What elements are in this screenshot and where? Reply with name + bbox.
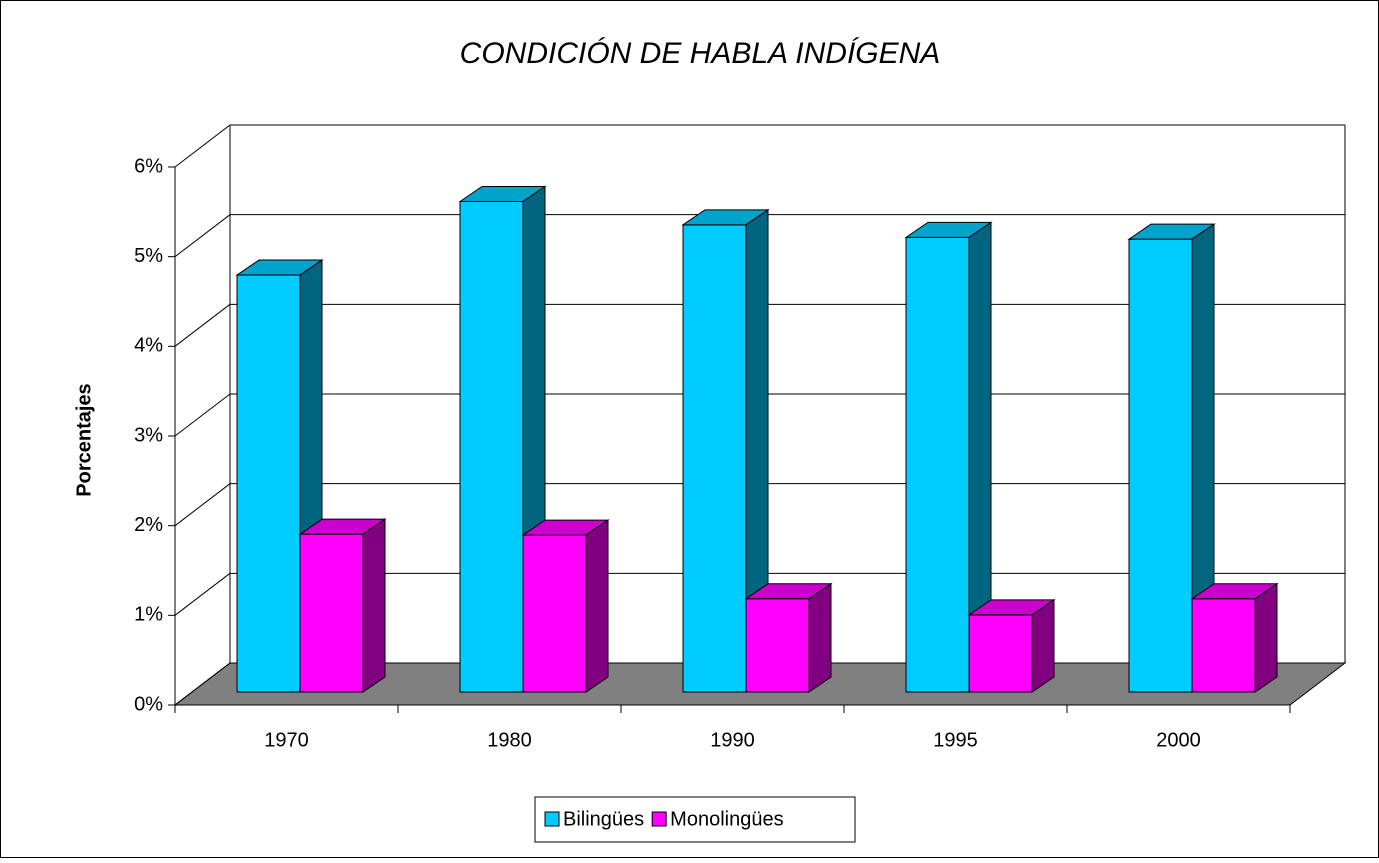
bar-front [299, 533, 364, 693]
y-axis-label: Porcentajes [73, 383, 95, 496]
legend-swatch [544, 811, 560, 827]
x-tick-label: 1970 [264, 729, 309, 751]
legend-swatch [651, 811, 667, 827]
bar-side [362, 518, 386, 693]
bar [1127, 223, 1216, 693]
grid-line [174, 572, 231, 616]
legend-label: Bilingües [563, 808, 644, 830]
chart-title: CONDICIÓN DE HABLA INDÍGENA [460, 37, 941, 70]
bar [967, 598, 1056, 693]
bar-side [808, 582, 832, 693]
x-tick-label: 1995 [933, 729, 978, 751]
bar-front [522, 534, 587, 693]
bar-front [682, 224, 747, 693]
x-tick-label: 1990 [710, 729, 755, 751]
grid-line [174, 393, 231, 437]
bar [298, 518, 387, 693]
bar-side [585, 519, 609, 693]
bar [1190, 582, 1279, 693]
bar-front [1128, 238, 1193, 693]
bar [744, 582, 833, 693]
bar-side [1031, 598, 1055, 693]
bar-front [459, 201, 524, 693]
bar-front [1191, 598, 1256, 693]
y-tick-label: 2% [134, 514, 163, 536]
grid-line [174, 303, 231, 347]
y-tick-label: 0% [134, 693, 163, 715]
legend-box [534, 796, 856, 843]
bar [521, 519, 610, 693]
bar-front [905, 236, 970, 693]
y-tick-label: 4% [134, 335, 163, 357]
legend-label: Monolingües [670, 808, 783, 830]
x-tick-label: 1980 [487, 729, 532, 751]
grid-line [174, 124, 231, 168]
bar [458, 185, 547, 693]
bar-front [236, 274, 301, 693]
y-tick-label: 5% [134, 245, 163, 267]
grid-line [174, 662, 231, 706]
bar-side [1254, 582, 1278, 693]
y-tick-label: 3% [134, 424, 163, 446]
grid-line [174, 483, 231, 527]
bar [681, 208, 770, 693]
x-tick-label: 2000 [1156, 729, 1201, 751]
y-tick-label: 1% [134, 604, 163, 626]
bar-front [745, 598, 810, 693]
grid-line [174, 214, 231, 258]
bar [904, 221, 993, 693]
y-tick-label: 6% [134, 155, 163, 177]
bar-front [968, 614, 1033, 693]
